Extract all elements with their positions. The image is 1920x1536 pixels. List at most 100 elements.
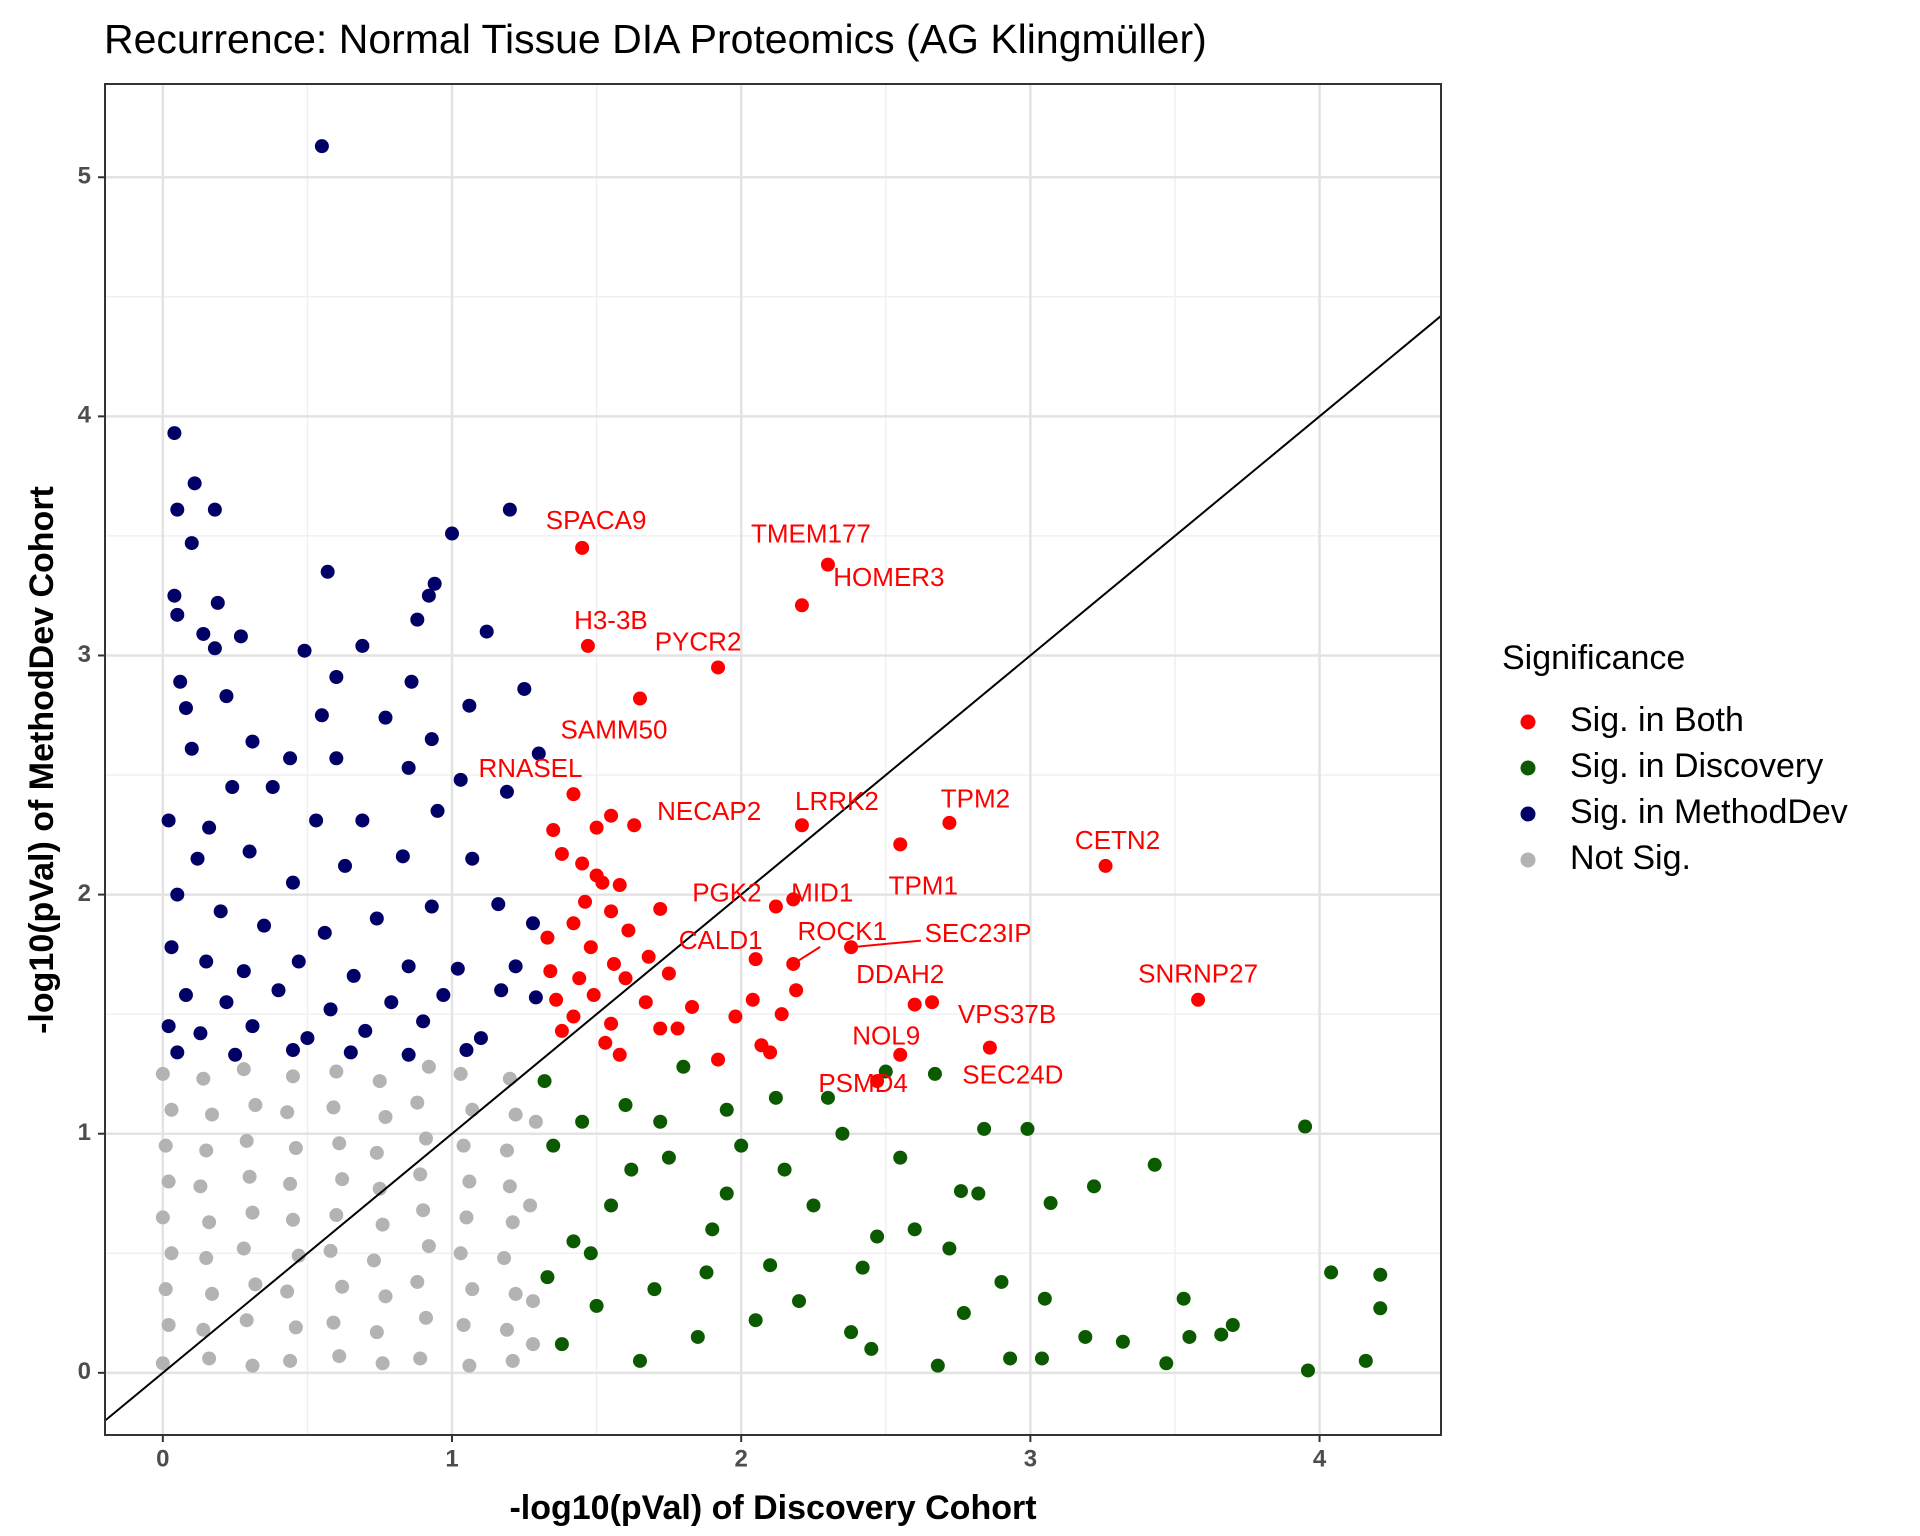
point [161, 813, 176, 828]
point [1191, 992, 1206, 1007]
point [288, 1141, 303, 1156]
legend-swatch [1520, 852, 1536, 868]
legend-swatch [1520, 806, 1536, 822]
point [413, 1167, 428, 1182]
point [499, 1322, 514, 1337]
point [323, 1002, 338, 1017]
point [459, 1210, 474, 1225]
point [685, 999, 700, 1014]
y-tick-label: 4 [78, 402, 92, 429]
point [291, 954, 306, 969]
point [164, 1102, 179, 1117]
point [210, 595, 225, 610]
point [314, 139, 329, 154]
point-label: SEC24D [962, 1060, 1063, 1090]
point [554, 846, 569, 861]
point [499, 784, 514, 799]
point [653, 1021, 668, 1036]
point-label: VPS37B [958, 999, 1056, 1029]
y-tick-label: 2 [78, 880, 91, 907]
point [531, 746, 546, 761]
point [335, 1172, 350, 1187]
point [982, 1040, 997, 1055]
identity-line [105, 315, 1441, 1422]
point-label: SEC23IP [925, 918, 1032, 948]
point [820, 557, 835, 572]
point [164, 1246, 179, 1261]
point [942, 815, 957, 830]
point [711, 1052, 726, 1067]
y-tick-label: 0 [78, 1358, 91, 1385]
point-label: LRRK2 [795, 786, 879, 816]
point [638, 995, 653, 1010]
point [647, 1282, 662, 1297]
point [450, 961, 465, 976]
point [416, 1014, 431, 1029]
point [184, 741, 199, 756]
point [265, 779, 280, 794]
point [314, 708, 329, 723]
point [508, 959, 523, 974]
point [178, 701, 193, 716]
point [257, 918, 272, 933]
point [719, 1102, 734, 1117]
point [193, 1179, 208, 1194]
point [653, 1114, 668, 1129]
point [193, 1026, 208, 1041]
point [745, 992, 760, 1007]
point [283, 1353, 298, 1368]
point [572, 971, 587, 986]
point [300, 1031, 315, 1046]
point [578, 894, 593, 909]
point [199, 954, 214, 969]
point [170, 1045, 185, 1060]
point [1225, 1318, 1240, 1333]
point [375, 1356, 390, 1371]
point [401, 1047, 416, 1062]
point [245, 1358, 260, 1373]
point [612, 1047, 627, 1062]
point [1159, 1356, 1174, 1371]
point-label: PSMD4 [818, 1068, 908, 1098]
point [317, 925, 332, 940]
point [525, 916, 540, 931]
point [207, 641, 222, 656]
point [158, 1282, 173, 1297]
point [416, 1203, 431, 1218]
point [213, 904, 228, 919]
point [187, 476, 202, 491]
point [161, 1174, 176, 1189]
point [502, 1071, 517, 1086]
point [410, 1095, 425, 1110]
point-label: NOL9 [852, 1021, 920, 1051]
point [245, 1205, 260, 1220]
leader-line [792, 946, 821, 965]
point [1298, 1119, 1313, 1134]
point [288, 1320, 303, 1335]
point [239, 1133, 254, 1148]
point-label: HOMER3 [833, 562, 944, 592]
point [494, 983, 509, 998]
point [942, 1241, 957, 1256]
point [604, 1198, 619, 1213]
point-label: SAMM50 [561, 714, 668, 744]
point [1043, 1196, 1058, 1211]
point [618, 1098, 633, 1113]
point [456, 1318, 471, 1333]
point [225, 779, 240, 794]
points [155, 139, 1388, 1378]
point [418, 1131, 433, 1146]
point [430, 803, 445, 818]
point [199, 1251, 214, 1266]
y-tick-label: 1 [78, 1119, 91, 1146]
point [228, 1047, 243, 1062]
point-label: TPM1 [889, 870, 958, 900]
point [326, 1100, 341, 1115]
point [378, 1109, 393, 1124]
point [369, 1325, 384, 1340]
point [236, 1062, 251, 1077]
point [624, 1162, 639, 1177]
point [219, 995, 234, 1010]
point [774, 1007, 789, 1022]
point [378, 1289, 393, 1304]
